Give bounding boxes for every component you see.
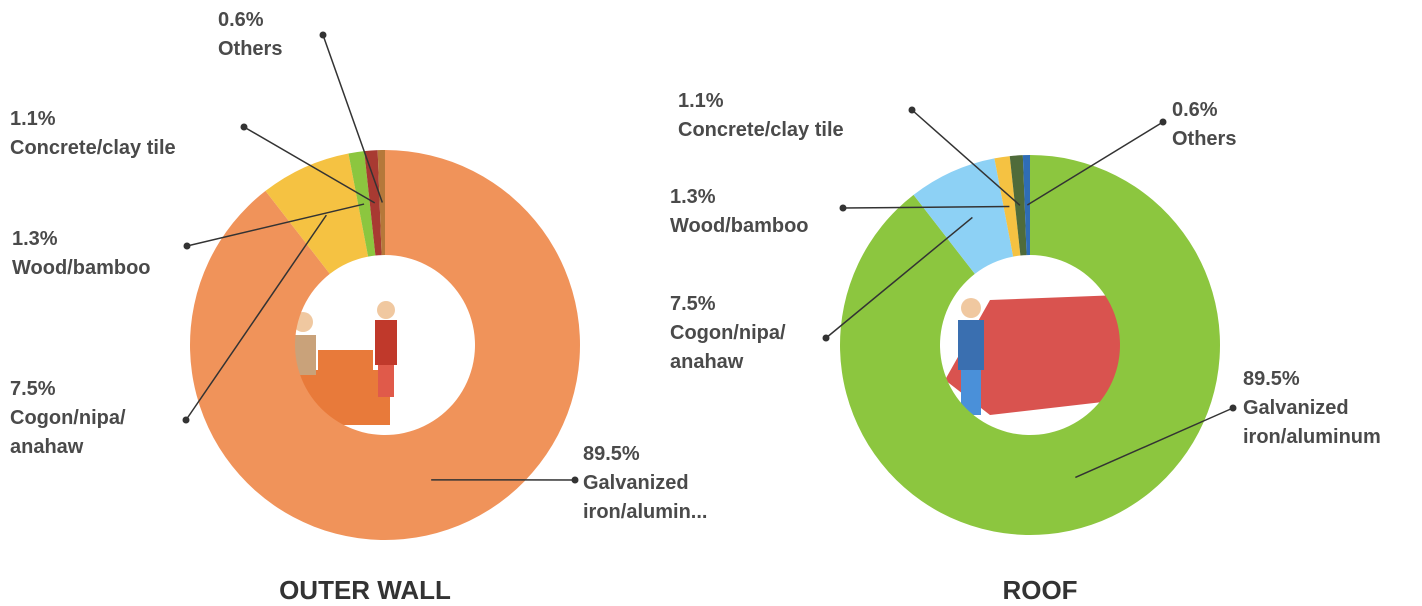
slice-percent: 7.5%	[670, 290, 820, 319]
slice-name: Wood/bamboo	[670, 212, 870, 241]
slice-name: Concrete/clay tile	[678, 116, 898, 145]
leader-dot	[183, 417, 190, 424]
leader-dot	[572, 477, 579, 484]
slice-percent: 1.3%	[12, 225, 212, 254]
slice-label: 1.1%Concrete/clay tile	[678, 87, 898, 145]
slice-percent: 1.3%	[670, 183, 870, 212]
slice-label: 1.3%Wood/bamboo	[12, 225, 212, 283]
slice-percent: 7.5%	[10, 375, 170, 404]
slice-label: 7.5%Cogon/nipa/ anahaw	[10, 375, 170, 462]
slice-percent: 1.1%	[10, 105, 270, 134]
slice-percent: 0.6%	[218, 6, 338, 35]
slice-percent: 0.6%	[1172, 96, 1292, 125]
leader-dot	[1230, 405, 1237, 412]
slice-name: Galvanized iron/aluminum	[1243, 394, 1422, 452]
slice-name: Concrete/clay tile	[10, 134, 270, 163]
leader-dot	[823, 335, 830, 342]
slice-label: 89.5%Galvanized iron/aluminum	[1243, 365, 1422, 452]
slice-label: 7.5%Cogon/nipa/ anahaw	[670, 290, 820, 377]
slice-label: 0.6%Others	[1172, 96, 1292, 154]
slice-percent: 1.1%	[678, 87, 898, 116]
chart-title: ROOF	[1002, 575, 1077, 606]
slice-label: 89.5%Galvanized iron/alumin...	[583, 440, 753, 527]
roof-illustration	[945, 295, 1120, 415]
slice-name: Cogon/nipa/ anahaw	[10, 404, 170, 462]
slice-label: 1.3%Wood/bamboo	[670, 183, 870, 241]
chart-title: OUTER WALL	[279, 575, 451, 606]
leader-dot	[1160, 119, 1167, 126]
slice-name: Others	[1172, 125, 1292, 154]
slice-percent: 89.5%	[583, 440, 753, 469]
slice-name: Others	[218, 35, 338, 64]
slice-name: Galvanized iron/alumin...	[583, 469, 753, 527]
slice-percent: 89.5%	[1243, 365, 1422, 394]
slice-name: Cogon/nipa/ anahaw	[670, 319, 820, 377]
slice-label: 0.6%Others	[218, 6, 338, 64]
slice-name: Wood/bamboo	[12, 254, 212, 283]
page: {"chart_data": [ {"type": "pie", "title"…	[0, 0, 1422, 605]
slice-label: 1.1%Concrete/clay tile	[10, 105, 270, 163]
leader-dot	[909, 107, 916, 114]
